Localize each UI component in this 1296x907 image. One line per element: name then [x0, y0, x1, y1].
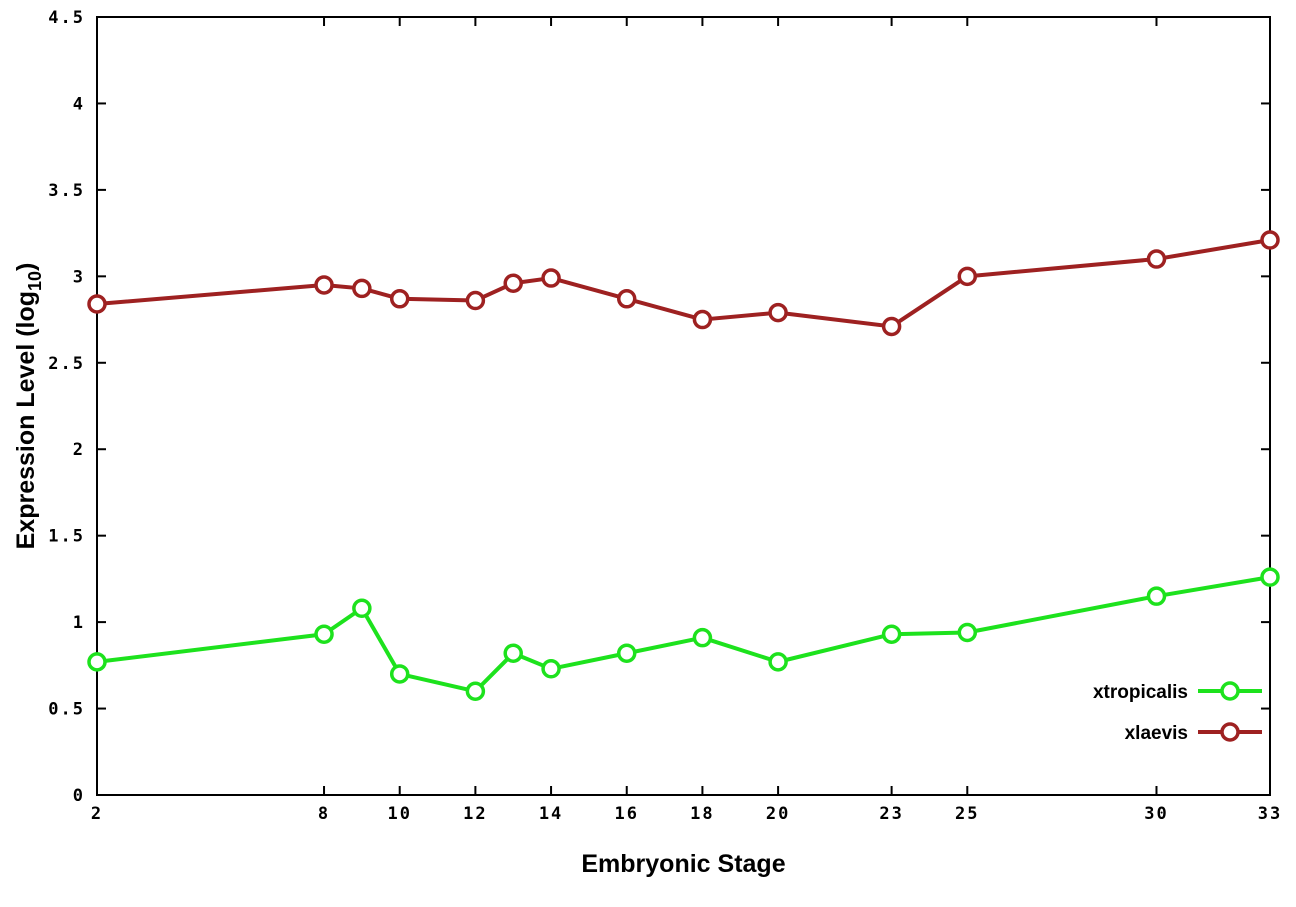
- data-point-marker-xlaevis: [768, 302, 788, 323]
- x-tick-label: 2: [91, 804, 103, 824]
- x-tick-label: 18: [690, 804, 714, 824]
- data-point-marker-xlaevis: [352, 278, 372, 299]
- legend-label-xlaevis: xlaevis: [1125, 723, 1188, 744]
- data-point-marker-xtropicalis: [503, 643, 523, 663]
- y-tick-label: 1: [73, 613, 85, 633]
- x-tick-label: 33: [1258, 804, 1282, 824]
- x-tick-label: 10: [387, 804, 411, 824]
- series-line-xlaevis: [95, 238, 1272, 329]
- x-tick-label: 14: [539, 804, 563, 824]
- data-point-marker-xtropicalis: [616, 643, 637, 663]
- data-point-marker-xlaevis: [957, 266, 978, 287]
- data-point-marker-xtropicalis: [1260, 567, 1280, 587]
- data-point-marker-xtropicalis: [87, 652, 107, 672]
- y-tick-label: 4.5: [48, 8, 85, 28]
- data-point-marker-xlaevis: [503, 273, 523, 293]
- data-point-marker-xtropicalis: [465, 681, 486, 702]
- x-tick-label: 30: [1144, 804, 1168, 824]
- data-point-marker-xlaevis: [881, 316, 902, 337]
- data-point-marker-xlaevis: [314, 275, 334, 295]
- y-tick-label: 3: [73, 267, 85, 287]
- y-tick-label: 0: [73, 786, 85, 806]
- data-point-marker-xlaevis: [541, 268, 561, 288]
- data-point-marker-xtropicalis: [541, 659, 561, 679]
- x-tick-label: 20: [766, 804, 790, 824]
- data-point-marker-xlaevis: [1146, 249, 1167, 269]
- y-tick-label: 4: [73, 94, 85, 114]
- legend-marker-xlaevis: [1220, 722, 1240, 742]
- y-tick-label: 2: [73, 440, 85, 460]
- data-point-marker-xlaevis: [616, 289, 637, 309]
- data-point-marker-xtropicalis: [768, 652, 788, 672]
- y-tick-label: 2.5: [48, 354, 85, 374]
- x-tick-label: 16: [614, 804, 638, 824]
- x-axis-title: Embryonic Stage: [581, 850, 785, 878]
- data-point-marker-xlaevis: [692, 309, 713, 330]
- legend-label-xtropicalis: xtropicalis: [1093, 682, 1188, 703]
- data-point-marker-xtropicalis: [389, 664, 410, 684]
- data-point-marker-xlaevis: [87, 294, 107, 314]
- data-point-marker-xlaevis: [1260, 230, 1280, 250]
- data-point-marker-xtropicalis: [352, 598, 372, 619]
- data-point-marker-xtropicalis: [314, 624, 334, 644]
- x-tick-label: 25: [955, 804, 979, 824]
- y-tick-label: 3.5: [48, 181, 85, 201]
- x-tick-label: 8: [318, 804, 330, 824]
- legend-marker-xtropicalis: [1220, 681, 1240, 701]
- series-line-xtropicalis: [95, 575, 1272, 694]
- x-tick-label: 12: [463, 804, 487, 824]
- plot-border: [96, 16, 1271, 796]
- x-tick-label: 23: [879, 804, 903, 824]
- data-point-marker-xtropicalis: [881, 624, 902, 644]
- y-axis-title: Expression Level (log10): [12, 263, 45, 550]
- data-point-marker-xtropicalis: [692, 627, 713, 648]
- data-point-marker-xtropicalis: [1146, 586, 1167, 606]
- y-tick-label: 1.5: [48, 527, 85, 547]
- data-point-marker-xlaevis: [465, 290, 486, 311]
- y-tick-label: 0.5: [48, 700, 85, 720]
- data-point-marker-xlaevis: [389, 289, 410, 309]
- data-point-marker-xtropicalis: [957, 622, 978, 643]
